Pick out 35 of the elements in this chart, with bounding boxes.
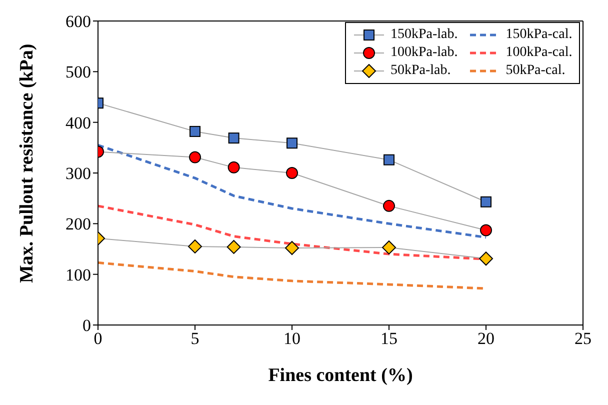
- y-tick-label: 100: [66, 265, 91, 284]
- legend-label: 50kPa-lab.: [390, 63, 451, 79]
- point: [382, 240, 396, 254]
- legend-label: 150kPa-lab.: [390, 27, 458, 43]
- x-tick-label: 10: [284, 329, 300, 348]
- point: [190, 126, 200, 137]
- y-tick-label: 500: [66, 62, 91, 82]
- legend-label: 100kPa-cal.: [506, 45, 572, 61]
- point: [384, 154, 394, 166]
- point: [480, 196, 492, 208]
- y-tick-label: 600: [66, 12, 91, 32]
- y-axis-title: Max. Pullout resistance (kPa): [16, 44, 38, 283]
- point: [480, 224, 492, 236]
- y-tick-label: 200: [66, 214, 91, 234]
- point: [383, 200, 395, 212]
- x-tick-label: 5: [190, 329, 200, 348]
- y-tick-label: 0: [82, 316, 91, 336]
- point: [286, 167, 298, 179]
- point: [228, 132, 240, 144]
- point: [285, 240, 299, 255]
- point: [226, 240, 241, 254]
- point: [228, 161, 240, 174]
- y-tick-label: 400: [66, 113, 91, 132]
- y-tick-label: 300: [66, 164, 91, 184]
- x-tick-label: 25: [574, 329, 592, 348]
- point: [479, 252, 493, 266]
- legend-label: 50kPa-cal.: [506, 63, 566, 79]
- legend-label: 150kPa-cal.: [506, 27, 572, 43]
- x-axis-title: Fines content (%): [268, 365, 413, 386]
- legend-label: 100kPa-lab.: [390, 45, 458, 61]
- point: [188, 239, 202, 254]
- point: [286, 138, 298, 149]
- x-tick-label: 15: [380, 329, 398, 348]
- point: [189, 151, 201, 164]
- x-tick-label: 20: [478, 329, 494, 348]
